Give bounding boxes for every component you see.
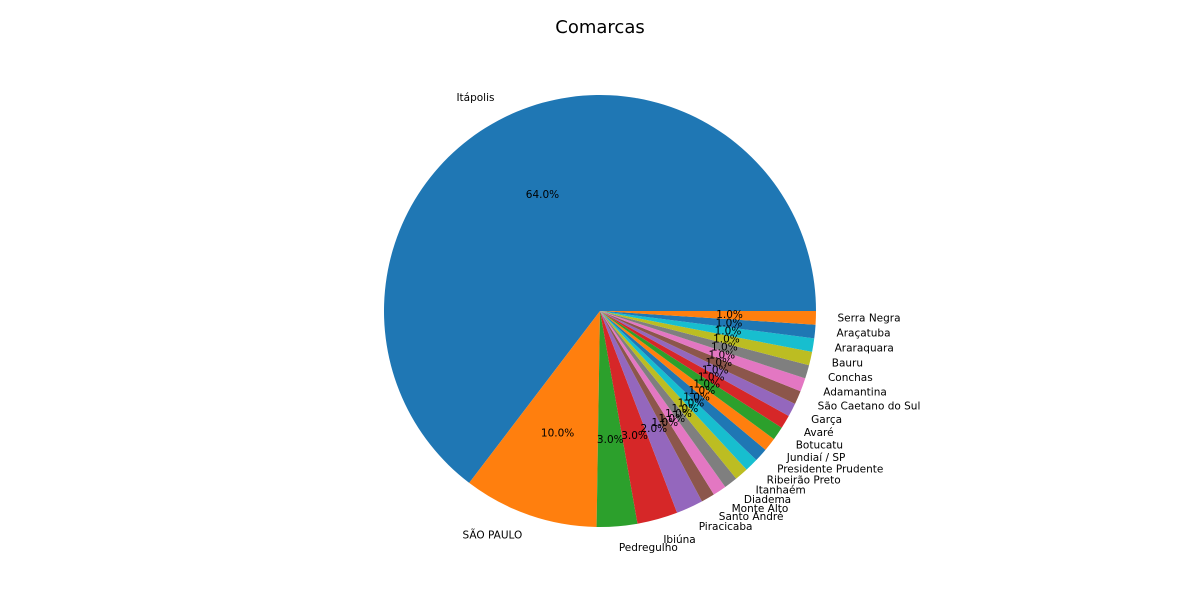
slice-label-conchas: Conchas (828, 372, 873, 384)
pie-slice-bauru (600, 311, 813, 366)
percent-label-presidente-prudente: 1.0% (683, 391, 710, 403)
slice-label-monte-alto: Monte Alto (732, 503, 789, 515)
slice-label-presidente-prudente: Presidente Prudente (777, 463, 883, 475)
slice-label-itapolis: Itápolis (456, 92, 494, 104)
pie-slices (384, 95, 816, 528)
slice-label-santo-andre: Santo André (719, 511, 784, 523)
percent-label-itanhaem: 1.0% (672, 403, 699, 415)
slice-label-sao-caetano-do-sul: São Caetano do Sul (818, 400, 921, 412)
pie-slice-garca (600, 311, 796, 417)
percent-labels: 64.0%10.0%3.0%3.0%2.0%1.0%1.0%1.0%1.0%1.… (526, 189, 743, 446)
pie-slice-diadema (600, 311, 737, 487)
pie-slice-botucatu (600, 311, 782, 440)
slice-label-piracicaba: Piracicaba (699, 521, 753, 533)
pie-slice-sao-paulo (469, 311, 600, 527)
percent-label-pedregulho: 3.0% (597, 434, 624, 446)
pie-slice-ribeirao-preto (600, 311, 757, 470)
percent-label-conchas: 1.0% (711, 342, 738, 354)
percent-label-bauru: 1.0% (713, 334, 740, 346)
slice-label-botucatu: Botucatu (796, 440, 843, 452)
percent-label-botucatu: 1.0% (693, 378, 720, 390)
percent-label-adamantina: 1.0% (708, 349, 735, 361)
pie-slice-conchas (600, 311, 810, 379)
slice-label-ibiuna: Ibiúna (663, 534, 695, 546)
pie-slice-jundiai-sp (600, 311, 774, 450)
percent-label-serra-negra: 1.0% (716, 309, 743, 321)
pie-slice-piracicaba (600, 311, 703, 513)
slice-label-bauru: Bauru (832, 357, 863, 369)
slice-label-garca: Garça (811, 414, 842, 426)
chart-title: Comarcas (555, 17, 644, 38)
percent-label-avare: 1.0% (698, 372, 725, 384)
slice-label-serra-negra: Serra Negra (837, 313, 900, 325)
percent-label-diadema: 1.0% (665, 408, 692, 420)
pie-slice-itapolis (384, 95, 816, 483)
percent-label-garca: 1.0% (702, 364, 729, 376)
pie-slice-serra-negra (600, 311, 816, 325)
slice-label-pedregulho: Pedregulho (619, 542, 678, 554)
slice-label-sao-paulo: SÃO PAULO (463, 529, 523, 542)
pie-slice-presidente-prudente (600, 311, 766, 461)
percent-label-santo-andre: 1.0% (651, 417, 678, 429)
pie-slice-adamantina (600, 311, 806, 392)
slice-label-araraquara: Araraquara (835, 343, 894, 355)
percent-label-aracatuba: 1.0% (716, 317, 743, 329)
percent-label-piracicaba: 2.0% (640, 423, 667, 435)
pie-slice-pedregulho (596, 311, 638, 528)
percent-label-ribeirao-preto: 1.0% (678, 397, 705, 409)
percent-label-itapolis: 64.0% (526, 189, 559, 201)
slice-label-diadema: Diadema (744, 494, 791, 506)
slice-label-avare: Avaré (804, 427, 834, 439)
pie-slice-avare (600, 311, 789, 428)
percent-label-monte-alto: 1.0% (658, 413, 685, 425)
slice-label-adamantina: Adamantina (823, 386, 887, 398)
pie-slice-araraquara (600, 311, 815, 352)
pie-slice-sao-caetano-do-sul (600, 311, 801, 404)
pie-slice-monte-alto (600, 311, 726, 495)
percent-label-jundiai-sp: 1.0% (689, 385, 716, 397)
percent-label-ibiuna: 3.0% (621, 430, 648, 442)
slice-label-jundiai-sp: Jundiaí / SP (786, 452, 846, 464)
pie-slice-santo-andre (600, 311, 714, 502)
pie-slice-itanhaem (600, 311, 747, 479)
percent-label-araraquara: 1.0% (715, 325, 742, 337)
percent-label-sao-paulo: 10.0% (541, 427, 574, 439)
slice-label-itanhaem: Itanhaém (756, 485, 806, 497)
percent-label-sao-caetano-do-sul: 1.0% (705, 357, 732, 369)
slice-label-ribeirao-preto: Ribeirão Preto (767, 474, 841, 486)
pie-slice-aracatuba (600, 311, 816, 339)
slice-label-aracatuba: Araçatuba (837, 328, 891, 340)
pie-slice-ibiuna (600, 311, 678, 524)
